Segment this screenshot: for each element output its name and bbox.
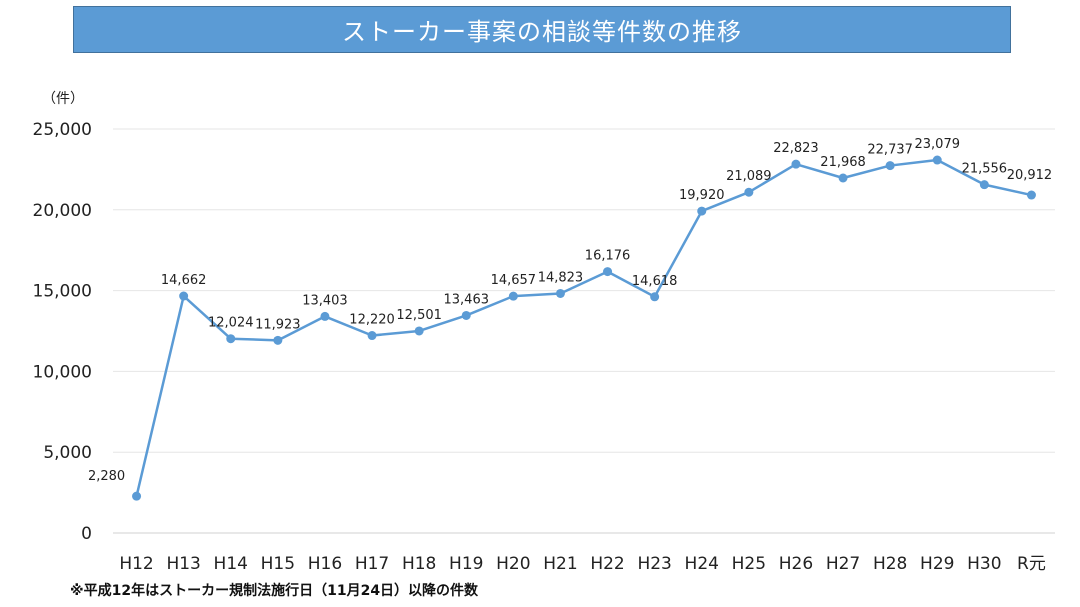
data-label: 21,556 [962,162,1008,177]
data-point [320,311,330,321]
data-point [461,310,471,320]
x-tick-label: H21 [543,554,577,574]
data-point [885,161,895,171]
y-tick-label: 5,000 [43,443,92,463]
data-point [179,291,189,301]
x-tick-label: H22 [590,554,624,574]
data-label: 23,079 [915,137,961,152]
data-label: 11,923 [255,317,301,332]
data-point [697,206,707,216]
data-point [414,326,424,336]
x-tick-label: H27 [826,554,860,574]
data-label: 14,823 [538,270,584,285]
data-label: 16,176 [585,249,631,264]
data-point [226,334,236,344]
data-label: 12,501 [396,308,442,323]
data-point [932,155,942,165]
y-axis-unit-label: （件） [42,91,84,107]
x-tick-label: H12 [119,554,153,574]
data-point [508,291,518,301]
data-label: 12,220 [349,313,395,328]
data-label: 22,737 [867,143,913,158]
data-label: 2,280 [88,469,125,484]
x-tick-label: H26 [779,554,813,574]
title-banner: ストーカー事案の相談等件数の推移 [73,6,1011,53]
x-tick-label: H19 [449,554,483,574]
x-tick-label: H29 [920,554,954,574]
data-point [791,159,801,169]
x-tick-label: H18 [402,554,436,574]
x-tick-label: H16 [308,554,342,574]
data-label: 14,618 [632,274,678,289]
x-tick-label: H23 [637,554,671,574]
x-tick-label: H25 [732,554,766,574]
data-label: 21,089 [726,169,772,184]
x-tick-label: H15 [261,554,295,574]
data-point [979,180,989,190]
data-point [367,331,377,341]
x-tick-label: H30 [967,554,1001,574]
y-tick-label: 10,000 [33,362,92,382]
footnote: ※平成12年はストーカー規制法施行日（11月24日）以降の件数 [70,583,479,599]
data-point [838,173,848,183]
x-tick-label: R元 [1017,554,1046,574]
x-tick-label: H28 [873,554,907,574]
data-label: 22,823 [773,141,819,156]
data-label: 19,920 [679,188,725,203]
series-line [135,158,1032,497]
x-tick-label: H14 [214,554,248,574]
x-tick-label: H13 [166,554,200,574]
y-tick-label: 20,000 [33,201,92,221]
x-tick-label: H20 [496,554,530,574]
data-label: 13,403 [302,293,348,308]
data-label: 14,662 [161,273,207,288]
y-tick-label: 15,000 [33,282,92,302]
data-label: 21,968 [820,155,866,170]
data-label: 12,024 [208,316,254,331]
data-point [555,288,565,298]
x-tick-label: H24 [685,554,719,574]
chart-title: ストーカー事案の相談等件数の推移 [342,18,742,46]
data-point [132,491,142,501]
data-label: 13,463 [444,292,490,307]
data-point [273,335,283,345]
data-point [603,267,613,277]
y-tick-label: 25,000 [33,120,92,140]
x-tick-label: H17 [355,554,389,574]
y-tick-label: 0 [81,524,92,544]
data-label: 14,657 [491,273,537,288]
data-point [650,292,660,302]
data-point [1026,190,1036,200]
data-label: 20,912 [1007,168,1053,183]
data-point [744,187,754,197]
